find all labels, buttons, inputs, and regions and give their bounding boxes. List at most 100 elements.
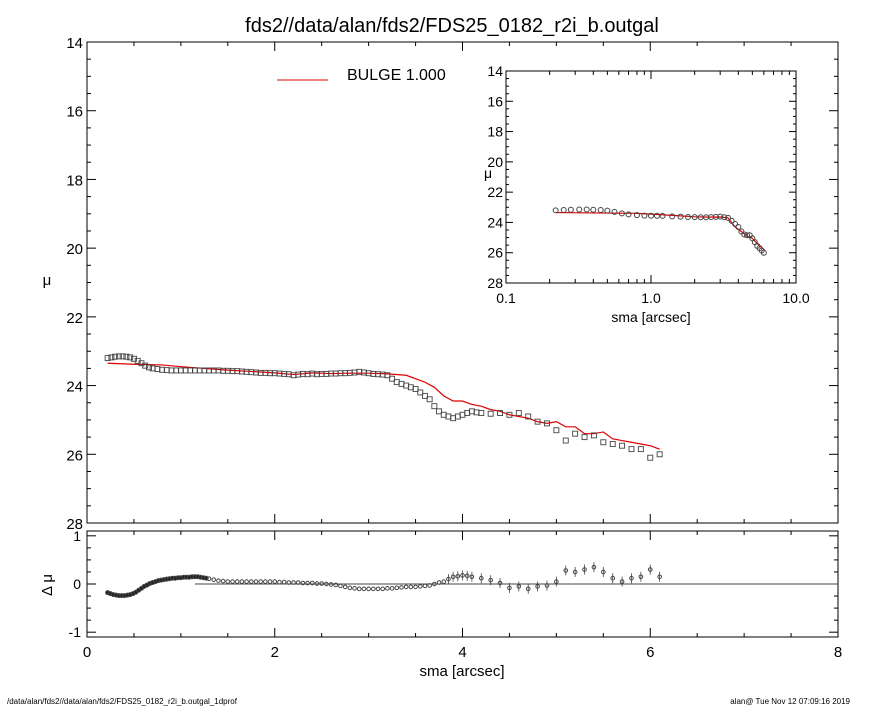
residual-point (582, 567, 587, 572)
inset-xtick-label: 0.1 (496, 290, 516, 306)
inset-data-point (712, 213, 719, 220)
inset-data-point (560, 207, 567, 214)
inset-data-point (721, 214, 728, 221)
inset-ytick-label: 16 (487, 93, 503, 109)
residual-point (394, 585, 400, 591)
residual-point (234, 579, 240, 584)
residual-point (657, 574, 662, 580)
residual-point (455, 573, 461, 579)
main-ytick-label: 20 (66, 241, 83, 258)
inset-data-point (633, 212, 640, 219)
residual-point (258, 579, 263, 584)
residual-point (427, 583, 432, 588)
inset-data-point (725, 214, 732, 221)
residual-point (295, 580, 301, 585)
residual-point (619, 579, 625, 584)
data-point (104, 355, 111, 362)
residual-point (216, 578, 221, 583)
residual-point (328, 582, 334, 587)
residual-point (638, 574, 644, 580)
inset-data-point (583, 206, 590, 213)
residual-point (629, 575, 634, 581)
inset-ytick-label: 24 (487, 214, 503, 230)
inset-data-point (735, 223, 742, 230)
residual-point (601, 569, 606, 575)
inset-data-point (590, 206, 597, 213)
inset-data-point (741, 231, 748, 238)
inset-data-point (717, 213, 724, 220)
data-point (112, 353, 119, 360)
inset-ytick-label: 18 (487, 124, 503, 140)
residual-point (441, 579, 447, 584)
residual-point (314, 581, 320, 586)
residual-point (563, 568, 569, 573)
inset-data-point (728, 217, 735, 224)
residual-point (305, 580, 310, 586)
residual-point (399, 585, 404, 590)
residual-point (516, 584, 522, 589)
main-ytick-label: 18 (66, 172, 83, 189)
main-ytick-label: 28 (66, 516, 83, 533)
inset-xlabel: sma [arcsec] (611, 309, 690, 325)
data-point (422, 392, 428, 399)
residual-point (366, 586, 371, 592)
model-line (107, 362, 660, 450)
data-point (628, 446, 635, 453)
residual-point (544, 583, 550, 588)
data-point (497, 410, 503, 417)
residual-point (230, 579, 235, 584)
residual-point (206, 576, 212, 582)
data-point (146, 364, 152, 371)
main-ytick-label: 16 (66, 104, 83, 121)
inset-ytick-label: 20 (487, 154, 503, 170)
inset-data-point (576, 206, 583, 213)
residual-point (277, 579, 282, 585)
data-point (600, 439, 607, 446)
residual-point (225, 579, 231, 584)
inset-data-point (597, 207, 604, 214)
residual-point (248, 579, 254, 584)
residual-point (253, 579, 259, 584)
main-ytick-label: 26 (66, 447, 83, 464)
data-point (412, 386, 419, 392)
residual-point (432, 581, 437, 587)
data-point (487, 410, 494, 417)
residual-ylabel: Δ μ (39, 574, 56, 596)
inset-ytick-label: 26 (487, 245, 503, 261)
data-point (562, 437, 569, 444)
inset-data-point (611, 208, 618, 215)
inset-panel: 0.1 1.0 10.0 14 16 18 20 22 24 26 28 μ sma [arcsec] (484, 63, 810, 325)
data-point (515, 410, 522, 417)
data-point (417, 389, 424, 396)
data-point (572, 430, 579, 437)
residual-point (417, 584, 423, 589)
data-point (647, 454, 654, 461)
residual-point (211, 577, 217, 582)
data-point (115, 353, 122, 360)
data-point (108, 354, 115, 361)
residual-point (408, 584, 414, 590)
residual-point (244, 579, 249, 584)
residual-point (413, 584, 418, 590)
inset-data-point (552, 207, 559, 214)
data-point (478, 410, 485, 417)
residual-xtick-label: 2 (271, 644, 279, 661)
data-point (619, 442, 626, 449)
data-point (581, 434, 588, 441)
data-point (389, 375, 396, 382)
inset-data-point (732, 220, 739, 227)
inset-data-point (641, 212, 648, 219)
residual-point (361, 586, 367, 592)
residual-point (347, 585, 353, 591)
data-point (127, 354, 134, 361)
inset-data-point (744, 232, 751, 239)
inset-data-point (648, 212, 654, 219)
inset-data-point (625, 211, 632, 218)
data-point (142, 362, 149, 369)
data-point (119, 353, 126, 360)
main-ytick-label: 22 (66, 310, 83, 327)
residual-point (488, 577, 493, 583)
data-point (525, 413, 532, 420)
inset-data-point (659, 212, 666, 219)
